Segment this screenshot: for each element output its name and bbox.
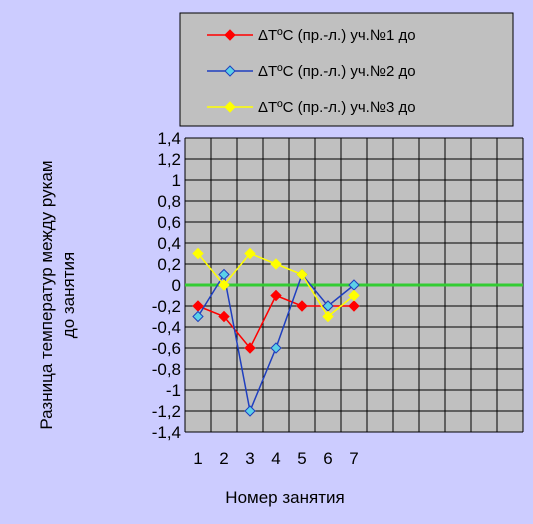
legend-label: ΔТºС (пр.-л.) уч.№2 до	[258, 63, 416, 80]
x-axis-title: Номер занятия	[225, 488, 344, 507]
y-tick-label: 1,4	[157, 129, 181, 148]
y-tick-label: 0,4	[157, 234, 181, 253]
data-point-series-3	[348, 289, 360, 302]
y-tick-label: 0,8	[157, 192, 181, 211]
x-tick-label: 7	[349, 449, 358, 468]
x-tick-label: 3	[245, 449, 254, 468]
data-point-series-1	[296, 300, 308, 312]
data-point-series-1	[270, 289, 282, 302]
y-tick-label: 1,2	[157, 150, 181, 169]
legend-item-3: ΔТºС (пр.-л.) уч.№3 до	[207, 99, 416, 116]
x-tick-label: 1	[193, 449, 202, 468]
y-tick-label: -0,4	[152, 318, 181, 337]
plot-area	[184, 137, 524, 433]
data-point-series-2	[192, 310, 204, 323]
y-axis-title-line-1: Разница температур между рукам	[37, 160, 56, 429]
x-tick-label: 6	[323, 449, 332, 468]
x-tick-label: 2	[219, 449, 228, 468]
data-point-series-1	[244, 342, 256, 354]
data-point-series-3	[192, 247, 204, 260]
y-tick-label: 0	[172, 276, 181, 295]
y-tick-label: -1,4	[152, 423, 181, 442]
legend-item-2: ΔТºС (пр.-л.) уч.№2 до	[207, 63, 416, 80]
y-tick-label: 0,2	[157, 255, 181, 274]
legend-marker	[224, 29, 236, 41]
x-tick-label: 4	[271, 449, 280, 468]
y-tick-label: 0,6	[157, 213, 181, 232]
x-tick-label: 5	[297, 449, 306, 468]
y-axis-ticks: 1,4 1,2 1 0,8 0,6 0,4 0,2 0 -0,2 -0,4 -0,6 -0,8 -1 -1…	[152, 129, 181, 442]
y-tick-label: -0,2	[152, 297, 181, 316]
data-point-series-3	[218, 279, 230, 291]
y-axis-title-line-2: до занятия	[59, 252, 78, 338]
series-markers	[192, 247, 360, 417]
legend-marker	[224, 65, 236, 77]
data-point-series-2	[270, 342, 282, 354]
data-point-series-2	[244, 405, 256, 417]
y-tick-label: 1	[172, 171, 181, 190]
legend-label: ΔТºС (пр.-л.) уч.№3 до	[258, 99, 416, 116]
legend-label: ΔТºС (пр.-л.) уч.№1 до	[258, 27, 416, 44]
data-point-series-3	[296, 268, 308, 281]
legend: ΔТºС (пр.-л.) уч.№1 до ΔТºС (пр.-л.) уч.№…	[179, 12, 514, 127]
y-tick-label: -1	[166, 381, 181, 400]
legend-marker	[224, 101, 236, 113]
y-axis-title: Разница температур между рукам до заняти…	[37, 160, 78, 429]
legend-item-1: ΔТºС (пр.-л.) уч.№1 до	[207, 27, 416, 44]
data-point-series-3	[270, 258, 282, 270]
data-point-series-3	[322, 310, 334, 323]
data-point-series-1	[348, 300, 360, 312]
y-tick-label: -1,2	[152, 402, 181, 421]
y-tick-label: -0,8	[152, 360, 181, 379]
data-point-series-3	[244, 247, 256, 260]
data-point-series-1	[218, 310, 230, 323]
y-tick-label: -0,6	[152, 339, 181, 358]
